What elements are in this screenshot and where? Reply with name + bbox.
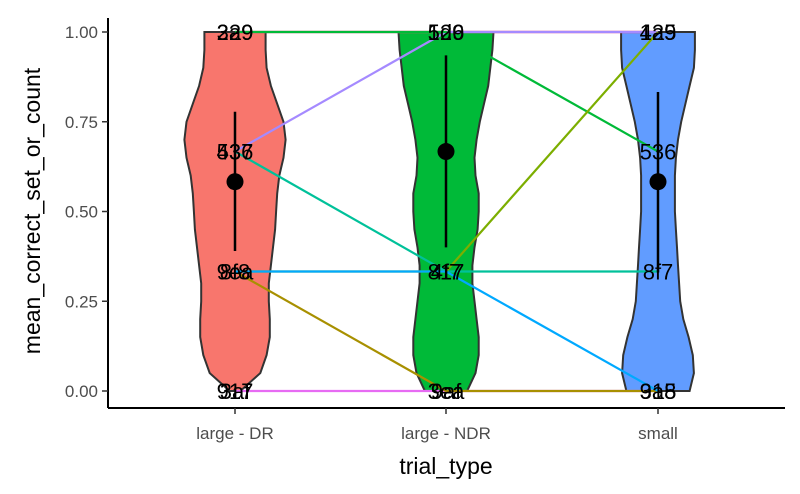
point-label-4: 536 <box>217 140 254 165</box>
point-label-3: 437 <box>217 140 254 165</box>
subject-lines <box>234 30 659 393</box>
point-label-20: 3a8 <box>640 379 677 404</box>
point-label-16: 1a9 <box>640 20 677 45</box>
point-label-2: 3a9 <box>217 20 254 45</box>
subject-line-8 <box>234 270 658 393</box>
point-label-10: 1d6 <box>428 20 465 45</box>
y-axis-title: mean_correct_set_or_count <box>19 67 45 354</box>
x-tick-label-3: small <box>638 424 678 443</box>
subject-line-9 <box>235 270 659 392</box>
point-label-19: 915 <box>640 379 677 404</box>
y-tick-label-3: 0.50 <box>65 203 98 222</box>
mean-point-2 <box>437 143 455 161</box>
y-tick-label-5: 1.00 <box>65 23 98 42</box>
point-label-7: 917 <box>217 379 254 404</box>
mean-point-3 <box>649 173 667 191</box>
x-tick-label-1: large - DR <box>196 424 273 443</box>
point-label-6: 8f8 <box>220 259 251 284</box>
point-label-11: 4f7 <box>431 259 462 284</box>
point-label-8: 3af <box>220 379 251 404</box>
y-tick-label-2: 0.25 <box>65 292 98 311</box>
point-label-18: 8f7 <box>643 259 674 284</box>
point-label-9: 529 <box>428 20 465 45</box>
y-tick-label-4: 0.75 <box>65 113 98 132</box>
point-label-5: 9ea <box>217 259 254 284</box>
axes: 0.00 0.25 0.50 0.75 1.00 large - DR large - ND… <box>65 18 785 443</box>
y-tick-label-1: 0.00 <box>65 382 98 401</box>
violins <box>183 31 696 392</box>
x-axis-title: trial_type <box>399 453 492 479</box>
summary-points <box>226 55 667 273</box>
point-label-12: 817 <box>428 259 465 284</box>
point-label-13: 3ea <box>428 379 465 404</box>
mean-point-1 <box>226 173 244 191</box>
point-label-1: 229 <box>217 20 254 45</box>
point-label-14: 9af <box>431 379 462 404</box>
x-tick-label-2: large - NDR <box>401 424 491 443</box>
point-label-17: 536 <box>640 140 677 165</box>
point-labels: 2293a94375369ea8f89173af5291d64f78173ea9… <box>217 20 677 404</box>
point-label-15: 425 <box>640 20 677 45</box>
